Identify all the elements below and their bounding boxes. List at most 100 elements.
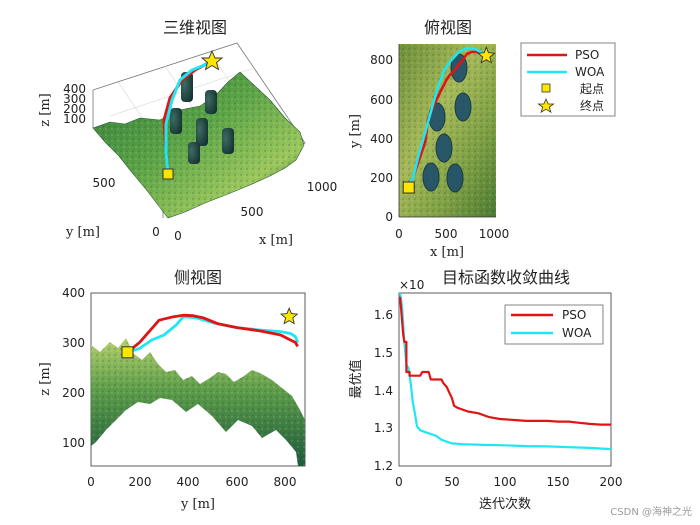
top-y-label: y [m] xyxy=(348,114,363,149)
3d-path-woa xyxy=(164,60,213,175)
z-tick-label: 300 xyxy=(63,92,86,106)
3d-x-label: x [m] xyxy=(259,233,293,248)
y-tick-label: 200 xyxy=(62,386,85,400)
z-tick-label: 400 xyxy=(63,82,86,96)
x-tick-label: 200 xyxy=(600,475,623,489)
obstacle-cylinder xyxy=(188,142,200,164)
y-tick-label: 1.4 xyxy=(374,384,393,398)
y-tick-label: 0 xyxy=(152,225,160,239)
3d-goal-marker xyxy=(200,49,224,71)
legend-start-label: 起点 xyxy=(580,82,604,96)
conv-x-label: 迭代次数 xyxy=(479,496,531,512)
start-marker xyxy=(121,346,134,359)
chart-title-top: 俯视图 xyxy=(424,18,472,37)
obstacle-cylinder xyxy=(196,118,208,146)
side-x-label: y [m] xyxy=(180,497,215,512)
y-tick-label: 0 xyxy=(385,210,393,224)
top-y-ticks: 0 200 400 600 800 xyxy=(370,53,393,224)
y-tick-label: 300 xyxy=(62,336,85,350)
chart-title-convergence: 目标函数收敛曲线 xyxy=(442,268,570,287)
legend-goal-label: 终点 xyxy=(580,98,604,113)
legend-pso-label: PSO xyxy=(575,48,599,62)
y-tick-label: 500 xyxy=(93,176,116,190)
x-tick-label: 500 xyxy=(241,205,264,219)
top-x-ticks: 0 500 1000 xyxy=(395,227,509,241)
side-y-ticks: 100 200 300 400 xyxy=(62,286,85,450)
top-view-series xyxy=(402,46,496,194)
3d-x-ticks: 0 500 1000 xyxy=(174,180,337,243)
legend-goal-marker xyxy=(537,98,555,114)
obstacle-cylinder xyxy=(170,108,182,134)
x-tick-label: 200 xyxy=(129,475,152,489)
y-tick-label: 1.2 xyxy=(374,459,393,473)
x-tick-label: 500 xyxy=(435,227,458,241)
3d-z-label: z [m] xyxy=(38,93,53,126)
x-tick-label: 1000 xyxy=(479,227,510,241)
series-line-woa xyxy=(407,46,488,188)
obstacle-circle xyxy=(435,133,453,163)
x-tick-label: 1000 xyxy=(307,180,338,194)
watermark: CSDN @海神之光 xyxy=(610,505,692,518)
legend-convergence: PSO WOA xyxy=(504,304,604,345)
side-view-series xyxy=(121,307,299,359)
x-tick-label: 0 xyxy=(87,475,95,489)
series-line-woa xyxy=(127,315,299,354)
y-tick-label: 800 xyxy=(370,53,393,67)
x-tick-label: 800 xyxy=(274,475,297,489)
series-line-pso xyxy=(126,313,299,354)
exponent-label: ×10 xyxy=(399,278,424,292)
obstacle-cylinder xyxy=(222,128,234,154)
y-tick-label: 1.3 xyxy=(374,421,393,435)
side-x-ticks: 0 200 400 600 800 xyxy=(87,475,296,489)
legend-top: PSO WOA 起点 终点 xyxy=(520,42,616,117)
obstacle-circle xyxy=(454,92,472,122)
conv-y-label: 最优值 xyxy=(348,359,364,398)
x-tick-label: 600 xyxy=(226,475,249,489)
panel-convergence: 目标函数收敛曲线 ×10 1.2 1.3 1.4 1.5 1.6 0 50 10… xyxy=(348,268,622,512)
legend-woa-label: WOA xyxy=(575,65,605,79)
x-tick-label: 50 xyxy=(444,475,459,489)
x-tick-label: 150 xyxy=(547,475,570,489)
y-tick-label: 200 xyxy=(370,171,393,185)
side-y-label: z [m] xyxy=(38,362,53,395)
obstacle-circle xyxy=(422,162,440,192)
z-tick-label: 200 xyxy=(63,102,86,116)
legend-pso-label: PSO xyxy=(562,308,586,322)
y-tick-label: 400 xyxy=(370,132,393,146)
top-terrain-texture xyxy=(399,44,496,217)
chart-title-side: 侧视图 xyxy=(174,268,222,287)
x-tick-label: 0 xyxy=(395,227,403,241)
legend-start-marker xyxy=(541,83,551,93)
obstacle-cylinder xyxy=(205,90,217,114)
3d-y-label: y [m] xyxy=(65,225,100,240)
z-tick-label: 100 xyxy=(63,112,86,126)
start-marker xyxy=(402,181,415,194)
y-tick-label: 1.6 xyxy=(374,308,393,322)
chart-title-3d: 三维视图 xyxy=(163,18,227,37)
y-tick-label: 600 xyxy=(370,93,393,107)
x-tick-label: 0 xyxy=(395,475,403,489)
3d-y-ticks: 500 0 xyxy=(93,176,160,239)
legend-woa-label: WOA xyxy=(562,326,592,340)
side-terrain-texture xyxy=(91,338,305,466)
panel-side-view: 侧视图 100 200 300 400 0 200 400 600 800 y … xyxy=(38,268,306,512)
conv-x-ticks: 0 50 100 150 200 xyxy=(395,475,622,489)
top-x-label: x [m] xyxy=(430,245,464,260)
3d-start-marker xyxy=(162,168,174,180)
conv-y-ticks: 1.2 1.3 1.4 1.5 1.6 xyxy=(374,308,393,473)
panel-3d-view: 三维视图 4 xyxy=(38,18,337,248)
x-tick-label: 400 xyxy=(177,475,200,489)
goal-marker xyxy=(279,307,299,325)
series-line-woa xyxy=(399,292,612,451)
goal-marker xyxy=(477,46,496,64)
y-tick-label: 1.5 xyxy=(374,346,393,360)
x-tick-label: 0 xyxy=(174,229,182,243)
3d-z-ticks: 400 300 200 100 xyxy=(63,82,86,126)
3d-obstacles xyxy=(170,72,234,164)
x-tick-label: 100 xyxy=(494,475,517,489)
obstacle-circle xyxy=(446,163,464,193)
legend-box xyxy=(504,304,604,345)
convergence-series xyxy=(399,292,612,451)
y-tick-label: 400 xyxy=(62,286,85,300)
